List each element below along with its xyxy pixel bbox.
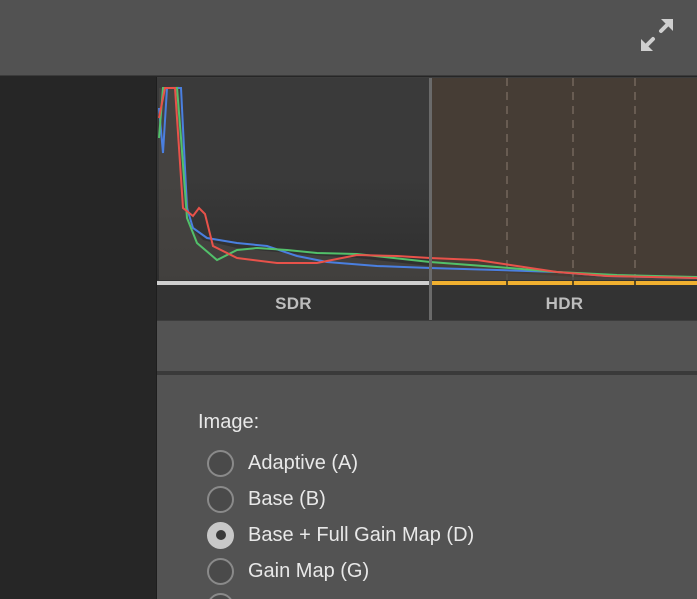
radio-button[interactable] xyxy=(207,592,234,599)
hdr-label: HDR xyxy=(545,294,584,313)
radio-partial-hidden[interactable] xyxy=(207,591,234,599)
expand-arrows-icon xyxy=(641,19,673,51)
expand-button[interactable] xyxy=(636,14,678,56)
radio-dot xyxy=(215,530,226,540)
radio-label: Base + Full Gain Map (D) xyxy=(248,523,475,546)
radio-button[interactable] xyxy=(207,557,234,585)
top-toolbar xyxy=(0,0,697,76)
radio-gain-map[interactable]: Gain Map (G) xyxy=(207,556,369,586)
section-divider xyxy=(157,371,697,375)
radio-label: Adaptive (A) xyxy=(248,451,359,474)
empty-toolbar xyxy=(157,321,697,371)
left-gutter xyxy=(0,77,156,599)
sdr-range-bar xyxy=(157,281,429,285)
radio-base[interactable]: Base (B) xyxy=(207,484,326,514)
image-mode-section: Image: Adaptive (A) Base (B) Base + Full… xyxy=(157,375,697,599)
hdr-range-bar xyxy=(432,281,697,285)
radio-button[interactable] xyxy=(207,485,234,513)
radio-adaptive[interactable]: Adaptive (A) xyxy=(207,448,358,478)
radio-label: Gain Map (G) xyxy=(248,559,370,582)
sdr-hdr-separator xyxy=(429,78,432,320)
image-mode-title: Image: xyxy=(198,411,260,433)
green-channel-curve xyxy=(158,87,697,278)
hdr-region xyxy=(432,78,697,280)
sdr-label: SDR xyxy=(275,294,312,313)
radio-button[interactable] xyxy=(207,449,234,477)
radio-label: Base (B) xyxy=(248,487,326,510)
red-channel-curve xyxy=(158,87,697,279)
histogram xyxy=(157,78,697,320)
radio-base-full-gain-map[interactable]: Base + Full Gain Map (D) xyxy=(207,520,474,550)
radio-button-selected[interactable] xyxy=(207,521,234,549)
